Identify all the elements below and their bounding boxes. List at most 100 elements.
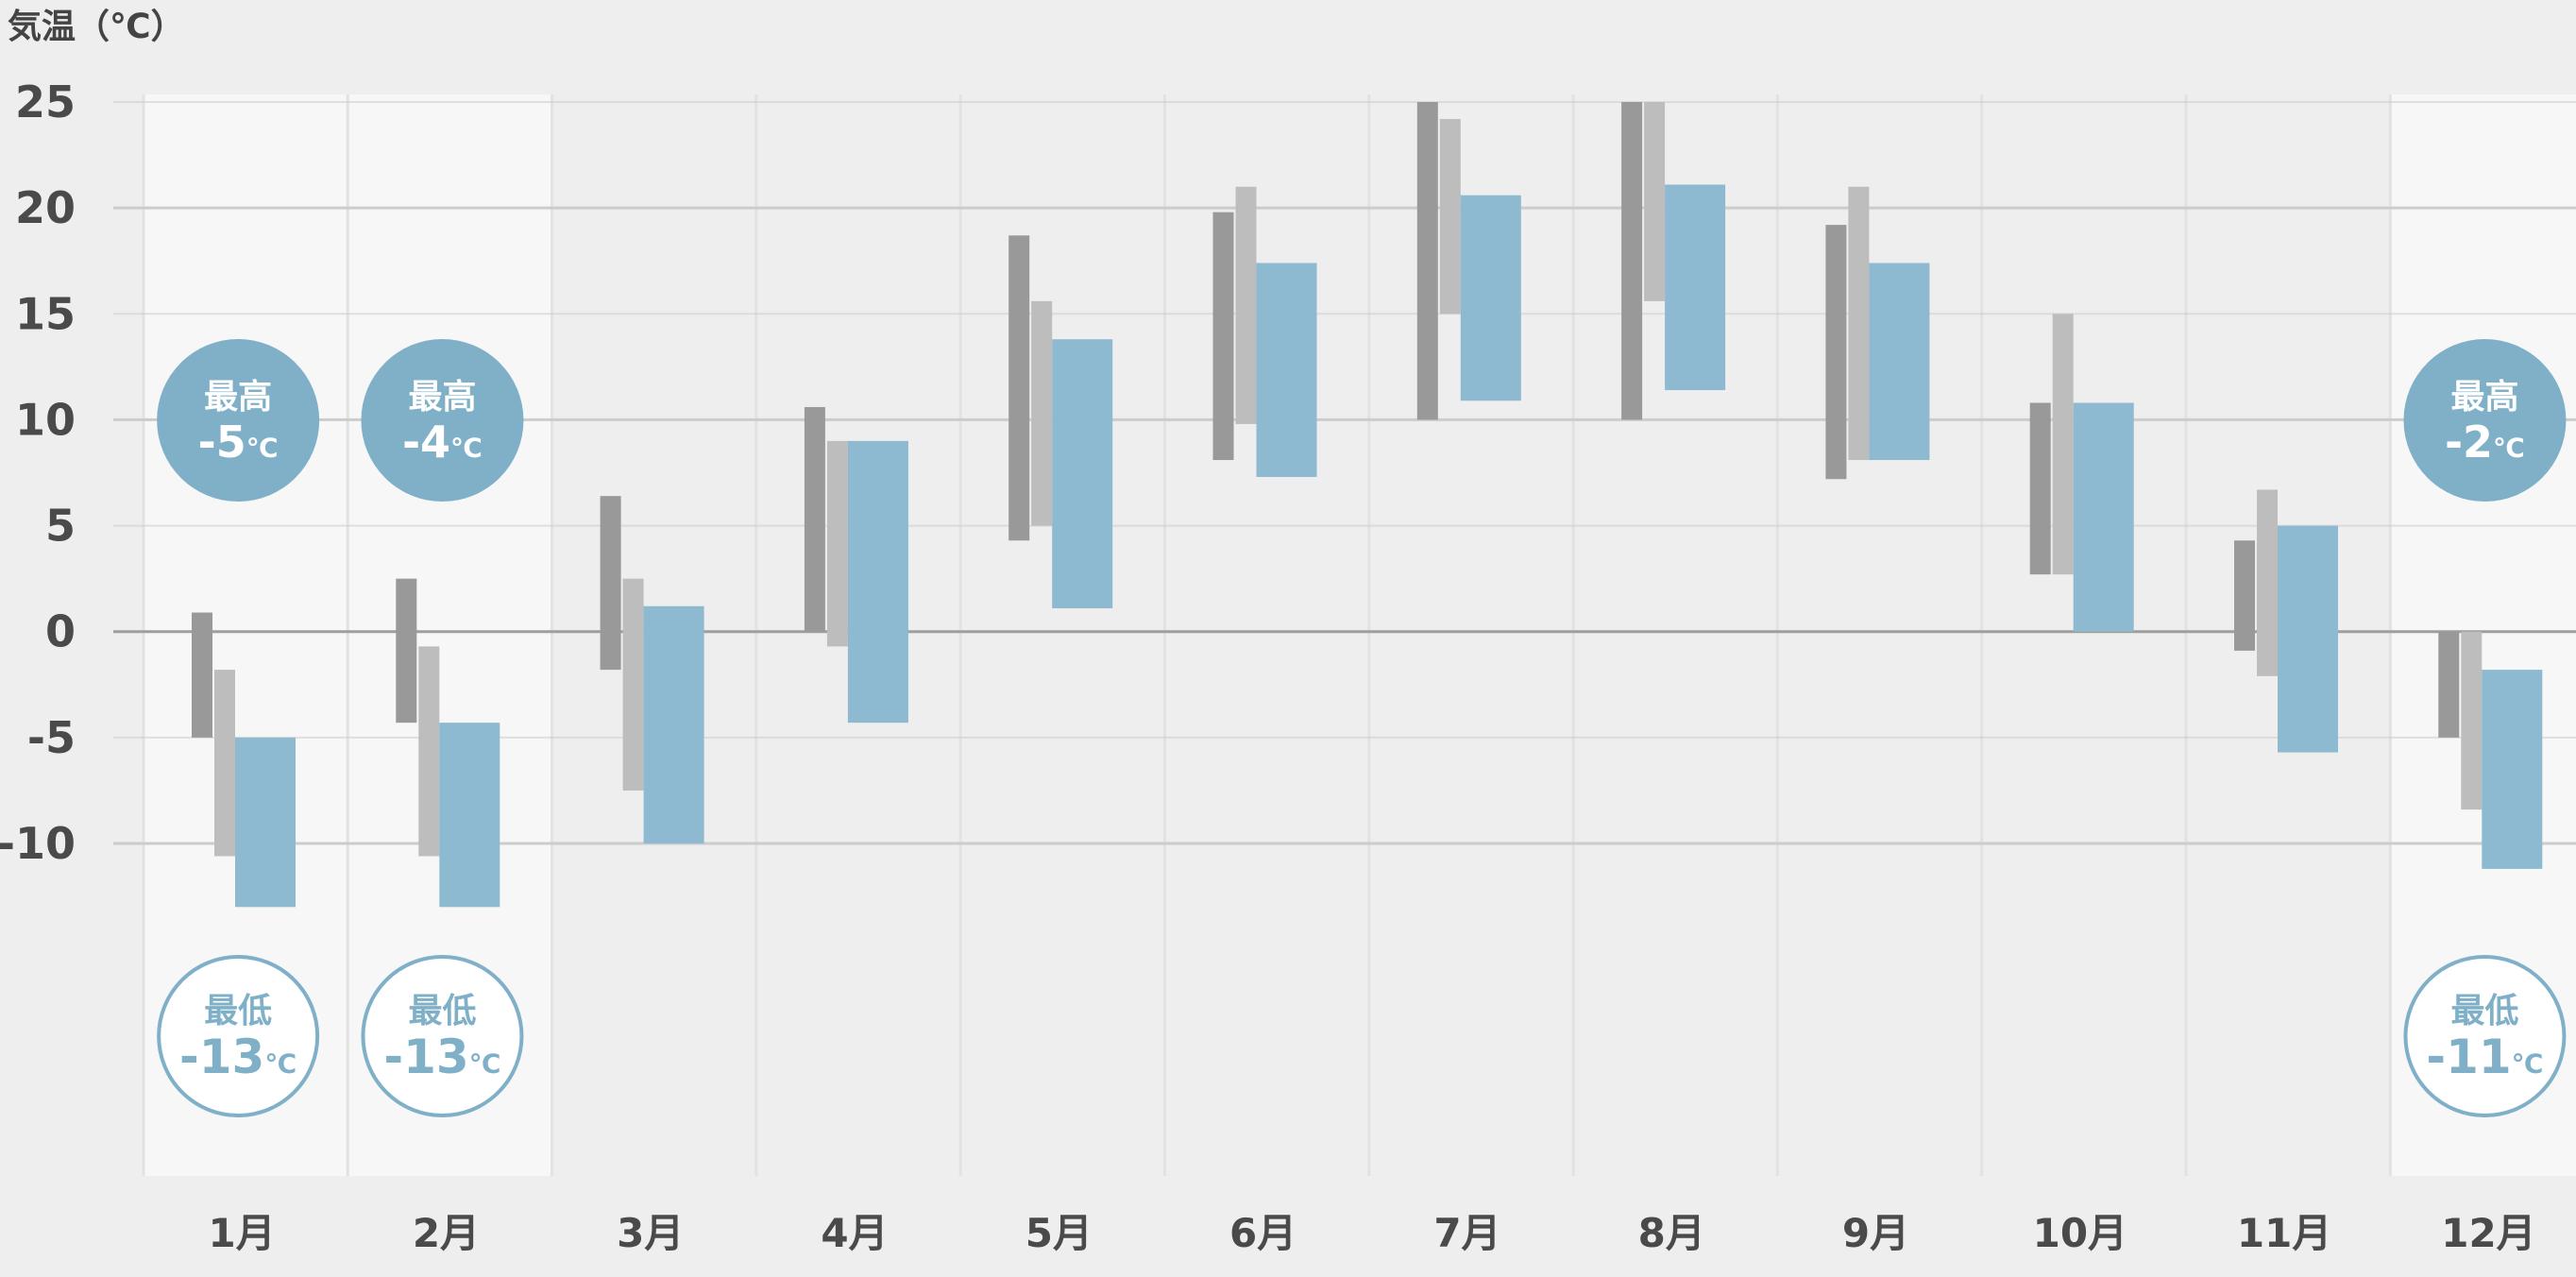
- bar-series-3-1月: [235, 737, 296, 908]
- bar-series-3-2月: [439, 723, 500, 908]
- min-temp-label: 最低: [204, 992, 272, 1030]
- bar-series-2-6月: [1235, 186, 1257, 424]
- max-temp-label: 最高: [204, 378, 272, 417]
- min-temp-value: -13℃: [179, 1030, 297, 1084]
- min-temp-label: 最低: [2450, 992, 2518, 1030]
- max-temp-value: -2℃: [2445, 417, 2525, 468]
- bar-series-2-12月: [2461, 631, 2483, 810]
- max-temp-badge-12月: 最高-2℃: [2403, 339, 2567, 502]
- max-temp-number: -5: [198, 417, 246, 468]
- bars: [192, 102, 2543, 908]
- bar-series-3-9月: [1869, 263, 1930, 461]
- x-label-7月: 7月: [1433, 1210, 1500, 1256]
- highlight-bands: [144, 94, 2576, 1176]
- bar-series-1-3月: [600, 496, 621, 671]
- min-temp-unit: ℃: [2512, 1048, 2544, 1080]
- y-tick-label: 15: [15, 288, 76, 339]
- bar-series-3-12月: [2482, 670, 2543, 869]
- min-temp-badge-12月: 最低-11℃: [2403, 955, 2567, 1117]
- min-temp-number: -13: [383, 1030, 468, 1084]
- min-temp-unit: ℃: [264, 1048, 297, 1080]
- min-temp-circle: [2403, 955, 2567, 1117]
- annotation-badges: 最高-5℃最低-13℃最高-4℃最低-13℃最高-2℃最低-11℃: [157, 339, 2567, 1117]
- bar-series-3-6月: [1256, 263, 1317, 477]
- bar-series-1-8月: [1621, 102, 1643, 420]
- bar-series-2-2月: [418, 646, 440, 857]
- min-temp-circle: [361, 955, 524, 1117]
- bar-series-2-10月: [2052, 314, 2074, 575]
- bar-series-1-2月: [396, 578, 417, 724]
- min-temp-value: -13℃: [383, 1030, 500, 1084]
- bar-series-3-10月: [2073, 402, 2134, 632]
- y-tick-label: -5: [27, 712, 76, 763]
- min-temp-circle: [157, 955, 320, 1117]
- bar-series-1-1月: [192, 612, 212, 738]
- x-label-6月: 6月: [1229, 1210, 1296, 1256]
- bar-series-3-8月: [1665, 184, 1726, 391]
- bar-series-1-11月: [2234, 540, 2255, 651]
- max-temp-circle: [361, 339, 524, 502]
- bar-series-3-3月: [643, 605, 704, 843]
- max-temp-unit: ℃: [450, 433, 483, 464]
- x-label-2月: 2月: [413, 1210, 480, 1256]
- x-label-11月: 11月: [2237, 1210, 2331, 1256]
- x-label-8月: 8月: [1638, 1210, 1705, 1256]
- bar-series-3-7月: [1460, 195, 1521, 401]
- x-label-9月: 9月: [1842, 1210, 1909, 1256]
- bar-series-2-9月: [1848, 186, 1870, 461]
- max-temp-value: -5℃: [198, 417, 279, 468]
- bar-series-2-4月: [826, 440, 848, 647]
- y-axis-title: 気温（℃）: [8, 8, 185, 46]
- bar-series-2-7月: [1439, 118, 1461, 315]
- x-label-4月: 4月: [821, 1210, 888, 1256]
- min-temp-label: 最低: [408, 992, 476, 1030]
- max-temp-badge-2月: 最高-4℃: [361, 339, 524, 502]
- bar-series-2-3月: [622, 578, 644, 791]
- bar-series-1-4月: [804, 406, 825, 632]
- horizontal-gridlines: [113, 101, 2576, 845]
- max-temp-unit: ℃: [2493, 433, 2525, 464]
- max-temp-number: -2: [2445, 417, 2493, 468]
- y-axis-ticks: 25 20 15 10 5 0 -5 -10: [0, 77, 76, 869]
- bar-series-2-1月: [214, 670, 235, 857]
- bar-series-1-7月: [1416, 102, 1438, 420]
- bar-series-3-11月: [2278, 525, 2338, 753]
- bar-series-1-5月: [1008, 235, 1030, 541]
- x-label-5月: 5月: [1025, 1210, 1093, 1256]
- max-temp-circle: [157, 339, 320, 502]
- x-label-10月: 10月: [2033, 1210, 2127, 1256]
- x-label-1月: 1月: [209, 1210, 276, 1256]
- y-tick-label: 10: [15, 394, 76, 445]
- max-temp-badge-1月: 最高-5℃: [157, 339, 320, 502]
- bar-series-2-5月: [1031, 300, 1053, 526]
- max-temp-unit: ℃: [246, 433, 279, 464]
- bar-series-1-10月: [2029, 402, 2051, 575]
- bar-series-3-4月: [847, 440, 908, 724]
- min-temp-unit: ℃: [469, 1048, 501, 1080]
- x-axis-labels: 1月 2月 3月 4月 5月 6月 7月 8月 9月 10月 11月 12月: [209, 1210, 2536, 1256]
- bar-series-3-5月: [1052, 339, 1113, 609]
- bar-series-1-9月: [1825, 225, 1847, 480]
- bar-series-2-11月: [2257, 489, 2278, 676]
- max-temp-circle: [2403, 339, 2567, 502]
- y-tick-label: 25: [15, 77, 76, 128]
- min-temp-badge-1月: 最低-13℃: [157, 955, 320, 1117]
- min-temp-value: -11℃: [2426, 1030, 2543, 1084]
- bar-series-1-12月: [2438, 631, 2460, 738]
- max-temp-label: 最高: [2450, 378, 2518, 417]
- y-tick-label: 0: [45, 606, 76, 657]
- y-tick-label: 20: [15, 182, 76, 233]
- min-temp-number: -13: [179, 1030, 264, 1084]
- y-tick-label: -10: [0, 818, 76, 869]
- bar-series-2-8月: [1644, 102, 1666, 301]
- y-tick-label: 5: [45, 501, 76, 552]
- max-temp-number: -4: [402, 417, 450, 468]
- min-temp-badge-2月: 最低-13℃: [361, 955, 524, 1117]
- bar-series-1-6月: [1212, 212, 1234, 461]
- max-temp-label: 最高: [408, 378, 476, 417]
- x-label-3月: 3月: [617, 1210, 684, 1256]
- min-temp-number: -11: [2426, 1030, 2511, 1084]
- max-temp-value: -4℃: [402, 417, 483, 468]
- month-separators: [142, 94, 2392, 1176]
